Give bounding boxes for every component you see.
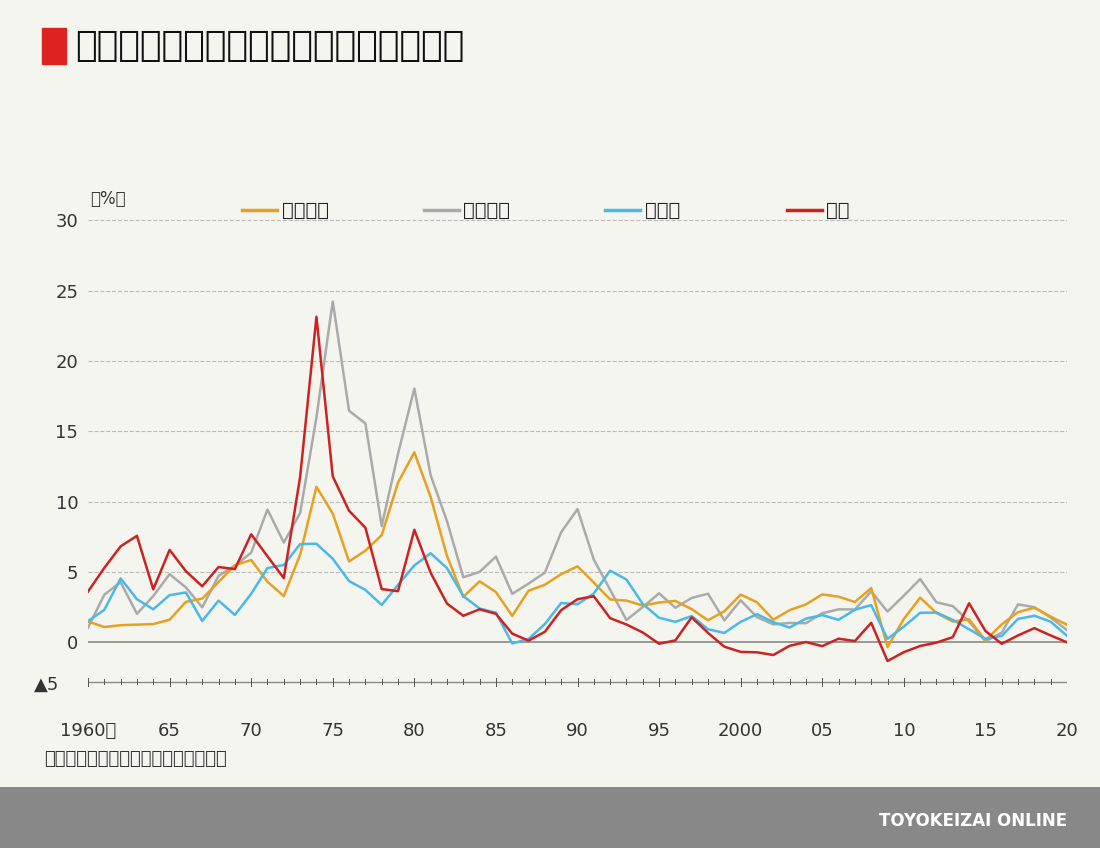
Text: （%）: （%） (90, 190, 125, 208)
Text: 先進国よりずっと低い日本のインフレ率: 先進国よりずっと低い日本のインフレ率 (75, 29, 464, 63)
Text: ドイツ: ドイツ (645, 201, 680, 220)
Text: イギリス: イギリス (463, 201, 510, 220)
Text: アメリカ: アメリカ (282, 201, 329, 220)
Text: TOYOKEIZAI ONLINE: TOYOKEIZAI ONLINE (879, 812, 1067, 829)
Text: 日本: 日本 (826, 201, 849, 220)
Text: ▲5: ▲5 (34, 676, 59, 695)
Text: （出所）世界銀行データより筆者作成: （出所）世界銀行データより筆者作成 (44, 750, 227, 768)
